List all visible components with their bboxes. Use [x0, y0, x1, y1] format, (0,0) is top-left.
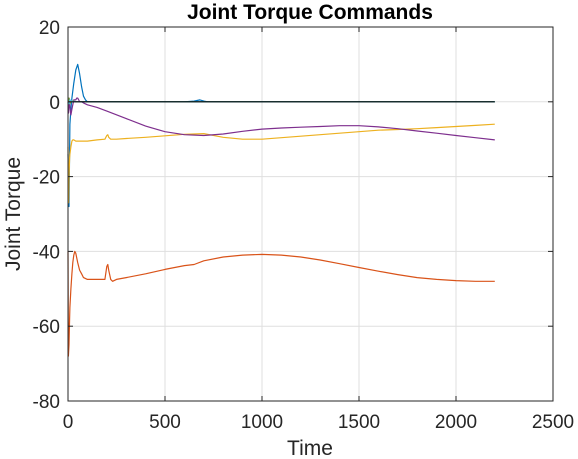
y-tick-label: -80: [33, 392, 60, 413]
x-tick-label: 0: [63, 412, 74, 433]
x-axis-label: Time: [287, 437, 333, 459]
x-tick-label: 2000: [435, 412, 477, 433]
y-axis-label: Joint Torque: [2, 157, 25, 271]
series-line-4: [67, 97, 495, 141]
y-tick-label: -40: [33, 242, 60, 263]
y-tick-label: 20: [39, 18, 60, 39]
x-tick-label: 2500: [532, 412, 574, 433]
axes-layer: [67, 26, 554, 402]
tick-label-layer: 0 500 1000 1500 2000 2500 20 0 -20 -40 -60 -80: [33, 18, 575, 433]
x-tick-label: 1000: [241, 412, 283, 433]
y-tick-label: -20: [33, 168, 60, 189]
y-tick-label: 0: [49, 93, 60, 114]
chart-title: Joint Torque Commands: [187, 1, 433, 24]
y-tick-label: -60: [33, 317, 60, 338]
x-tick-label: 500: [149, 412, 181, 433]
axes-box: [67, 26, 554, 402]
x-tick-label: 1500: [338, 412, 380, 433]
series-layer: [67, 63, 495, 357]
series-line-2: [67, 250, 495, 357]
series-line-3: [67, 123, 495, 204]
